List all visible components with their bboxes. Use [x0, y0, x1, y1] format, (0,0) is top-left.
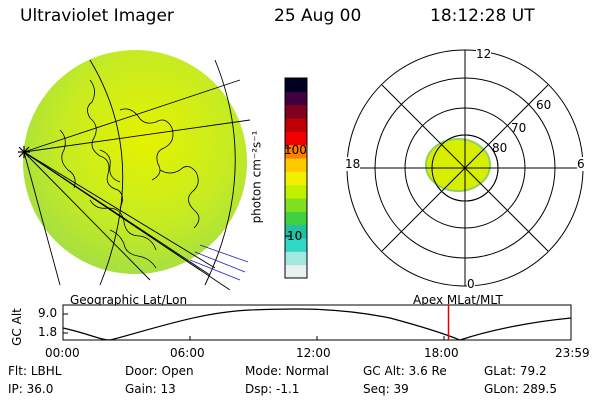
time-tick-2359: 23:59 [555, 346, 590, 360]
time-label: 18:12:28 UT [430, 6, 535, 26]
time-tick-1800: 18:00 [424, 346, 459, 360]
mlt-label-12: 12 [476, 47, 492, 61]
info-gain: Gain: 13 [125, 382, 176, 396]
alt-tick-9: 9.0 [38, 306, 58, 320]
time-tick-1200: 12:00 [296, 346, 331, 360]
mlat-label-60: 60 [536, 98, 552, 112]
colorbar-swatch [285, 184, 307, 199]
mlat-label-80: 80 [492, 141, 508, 155]
apex-label: Apex MLat/MLT [413, 293, 503, 307]
polar-spokes [347, 50, 583, 286]
colorbar-tick-100: 100 [284, 143, 307, 157]
alt-ylabel: GC Alt [9, 308, 24, 346]
info-seq: Seq: 39 [363, 382, 409, 396]
colorbar-swatch [285, 118, 307, 132]
colorbar-swatch [285, 224, 307, 239]
colorbar-tick-10: 10 [287, 229, 303, 243]
terminator-lines [189, 244, 249, 281]
alt-tick-1-8: 1.8 [38, 325, 58, 339]
colorbar-swatch [285, 78, 307, 92]
geographic-label: Geographic Lat/Lon [70, 293, 188, 307]
mlt-label-0: 0 [467, 277, 475, 291]
colorbar-swatch [285, 264, 307, 279]
info-filter: Flt: LBHL [8, 364, 62, 378]
info-gc-alt: GC Alt: 3.6 Re [363, 364, 447, 378]
colorbar-swatch [285, 251, 307, 266]
coastline-overlay [59, 79, 200, 269]
polar-plot [346, 49, 584, 287]
time-tick-0000: 00:00 [45, 346, 80, 360]
info-glat: GLat: 79.2 [484, 364, 547, 378]
colorbar [284, 77, 308, 279]
auroral-oval [425, 138, 491, 192]
uv-disk [23, 50, 247, 274]
colorbar-swatch [285, 238, 307, 252]
colorbar-swatch [285, 91, 307, 106]
mlt-label-6: 6 [577, 157, 585, 171]
colorbar-label: photon cm⁻²s⁻¹ [249, 130, 264, 224]
colorbar-swatch [285, 104, 307, 119]
info-dsp: Dsp: -1.1 [245, 382, 300, 396]
earth-disk-image [18, 50, 251, 290]
colorbar-swatch [285, 131, 307, 146]
instrument-title: Ultraviolet Imager [20, 6, 174, 26]
colorbar-swatch [285, 171, 307, 186]
info-door: Door: Open [125, 364, 194, 378]
colorbar-swatch [285, 158, 307, 172]
time-tick-0600: 06:00 [170, 346, 205, 360]
info-mode: Mode: Normal [245, 364, 329, 378]
info-glon: GLon: 289.5 [484, 382, 557, 396]
mlt-label-18: 18 [345, 157, 361, 171]
altitude-curve [62, 308, 572, 341]
mlat-label-70: 70 [511, 121, 527, 135]
altitude-plot [62, 304, 572, 341]
date-label: 25 Aug 00 [274, 6, 362, 26]
lat-lon-grid [23, 59, 251, 290]
pole-marker [18, 146, 30, 158]
colorbar-swatch [285, 198, 307, 212]
info-ip: IP: 36.0 [8, 382, 54, 396]
colorbar-swatch [285, 211, 307, 226]
